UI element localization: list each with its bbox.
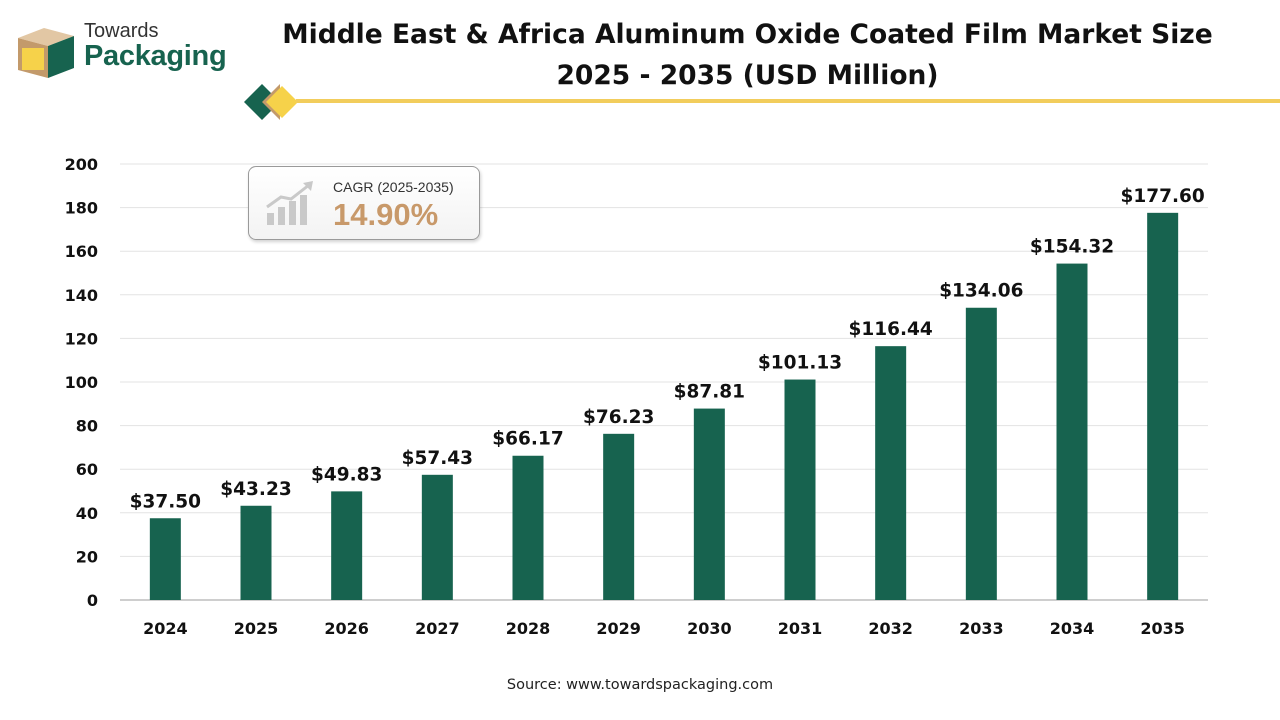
bar <box>331 491 363 600</box>
diamond-divider-icon <box>244 84 298 120</box>
y-tick-label: 20 <box>76 547 98 566</box>
bar <box>1056 263 1088 600</box>
x-tick-label: 2035 <box>1140 619 1185 638</box>
data-label: $134.06 <box>939 281 1023 302</box>
x-tick-label: 2027 <box>415 619 460 638</box>
x-tick-label: 2028 <box>506 619 551 638</box>
y-tick-label: 60 <box>76 460 98 479</box>
x-tick-label: 2034 <box>1050 619 1095 638</box>
bar <box>421 474 453 600</box>
data-label: $49.83 <box>311 464 382 485</box>
packaging-box-icon <box>18 28 74 78</box>
data-label: $87.81 <box>674 382 745 403</box>
x-tick-label: 2025 <box>234 619 279 638</box>
data-label: $101.13 <box>758 353 842 374</box>
brand-name-line2: Packaging <box>84 40 227 72</box>
chart-title: Middle East & Africa Aluminum Oxide Coat… <box>260 14 1235 96</box>
y-tick-label: 180 <box>65 199 98 218</box>
chart-title-line2: 2025 - 2035 (USD Million) <box>556 60 939 91</box>
y-tick-label: 80 <box>76 417 98 436</box>
brand-name-line1: Towards <box>84 20 159 42</box>
bar <box>965 307 997 600</box>
bar <box>1147 212 1179 600</box>
x-tick-label: 2029 <box>596 619 641 638</box>
y-tick-label: 200 <box>65 155 98 174</box>
bar <box>603 433 635 600</box>
data-label: $177.60 <box>1121 186 1205 207</box>
cagr-label: CAGR (2025-2035) <box>333 179 454 195</box>
title-divider-line <box>296 99 1280 103</box>
x-tick-label: 2031 <box>778 619 823 638</box>
bar <box>784 379 816 600</box>
data-label: $37.50 <box>130 491 201 512</box>
data-label: $66.17 <box>492 429 563 450</box>
bar <box>693 408 725 600</box>
cagr-callout: CAGR (2025-2035) 14.90% <box>248 166 480 240</box>
data-label: $76.23 <box>583 407 654 428</box>
x-tick-label: 2033 <box>959 619 1004 638</box>
y-tick-label: 160 <box>65 242 98 261</box>
brand-logo: Towards Packaging <box>18 20 238 82</box>
y-tick-label: 120 <box>65 329 98 348</box>
chart-title-line1: Middle East & Africa Aluminum Oxide Coat… <box>282 19 1213 50</box>
x-tick-label: 2032 <box>868 619 913 638</box>
x-tick-label: 2026 <box>324 619 369 638</box>
bar <box>875 346 907 600</box>
x-tick-label: 2024 <box>143 619 188 638</box>
data-label: $43.23 <box>220 479 291 500</box>
y-tick-label: 40 <box>76 504 98 523</box>
cagr-value: 14.90% <box>333 197 439 232</box>
bar <box>149 518 181 600</box>
bar <box>240 505 272 600</box>
y-tick-label: 140 <box>65 286 98 305</box>
x-tick-label: 2030 <box>687 619 732 638</box>
growth-chart-icon <box>266 181 313 225</box>
data-label: $116.44 <box>849 319 933 340</box>
bar <box>512 455 544 600</box>
data-label: $57.43 <box>402 448 473 469</box>
source-note: Source: www.towardspackaging.com <box>506 677 774 693</box>
y-tick-label: 100 <box>65 373 98 392</box>
data-label: $154.32 <box>1030 237 1114 258</box>
y-tick-label: 0 <box>87 591 98 610</box>
